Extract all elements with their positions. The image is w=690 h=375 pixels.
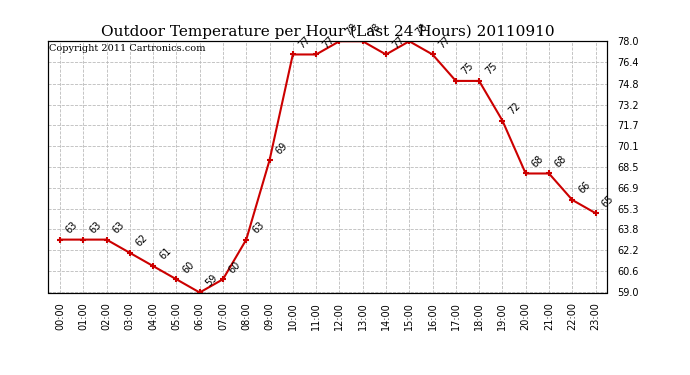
- Text: 62: 62: [134, 233, 150, 249]
- Text: 65: 65: [600, 193, 615, 209]
- Text: 63: 63: [110, 220, 126, 236]
- Text: 72: 72: [506, 100, 522, 116]
- Text: 60: 60: [227, 260, 243, 275]
- Text: 68: 68: [530, 154, 546, 170]
- Text: 60: 60: [181, 260, 196, 275]
- Text: 69: 69: [274, 140, 289, 156]
- Text: 75: 75: [483, 61, 499, 77]
- Text: 78: 78: [413, 21, 429, 37]
- Text: 61: 61: [157, 246, 173, 262]
- Text: 77: 77: [297, 34, 313, 50]
- Text: 68: 68: [553, 154, 569, 170]
- Text: 63: 63: [64, 220, 80, 236]
- Text: 63: 63: [250, 220, 266, 236]
- Text: 78: 78: [344, 21, 359, 37]
- Text: 78: 78: [367, 21, 383, 37]
- Text: 59: 59: [204, 273, 219, 288]
- Text: 66: 66: [576, 180, 592, 196]
- Text: 75: 75: [460, 61, 476, 77]
- Text: 77: 77: [437, 34, 453, 50]
- Text: Copyright 2011 Cartronics.com: Copyright 2011 Cartronics.com: [50, 44, 206, 53]
- Text: 77: 77: [320, 34, 336, 50]
- Text: 77: 77: [390, 34, 406, 50]
- Title: Outdoor Temperature per Hour (Last 24 Hours) 20110910: Outdoor Temperature per Hour (Last 24 Ho…: [101, 24, 555, 39]
- Text: 63: 63: [88, 220, 103, 236]
